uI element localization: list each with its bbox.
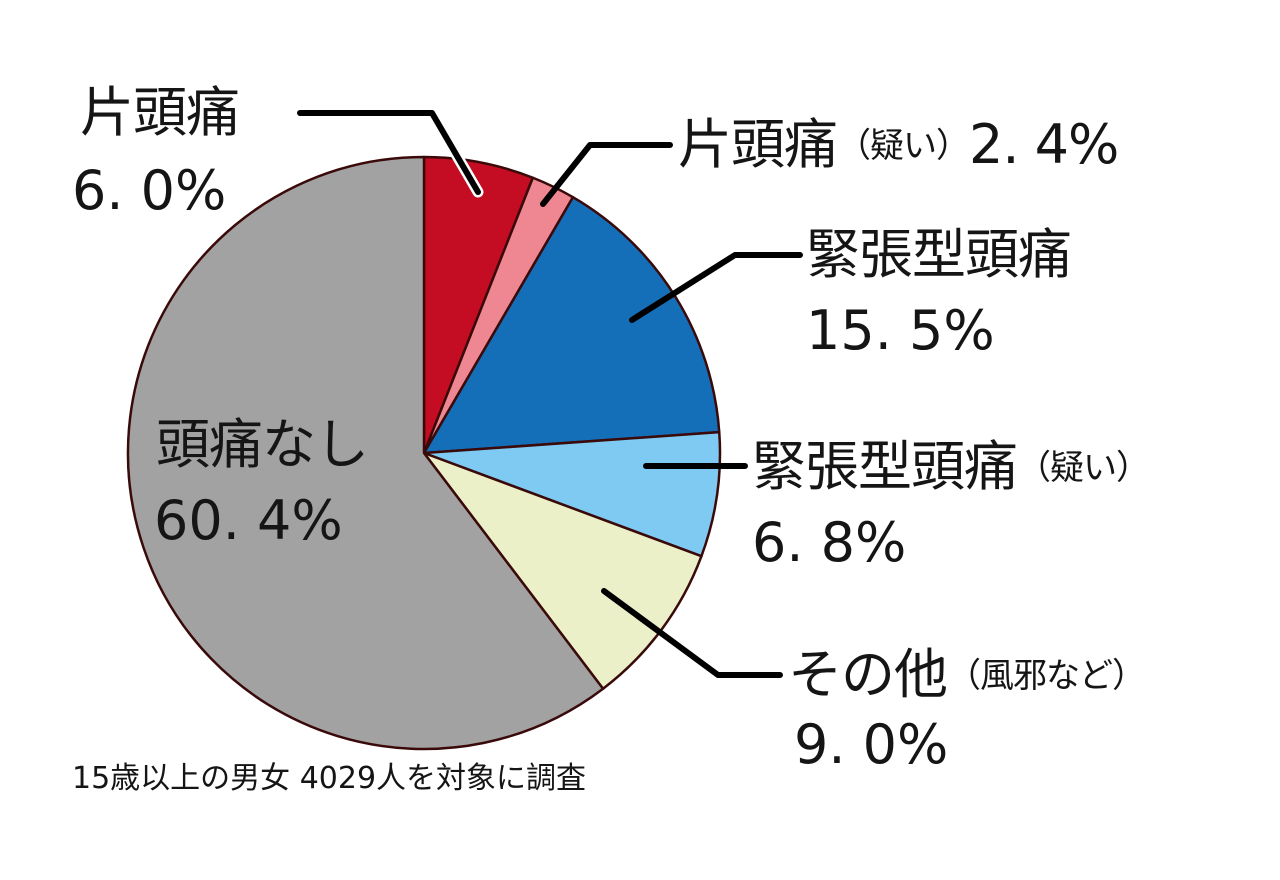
label-migraine-suspected-name: 片頭痛 — [678, 113, 838, 176]
leader-line-migraine-suspected — [540, 142, 673, 207]
label-migraine: 片頭痛 — [80, 86, 240, 140]
label-tension: 緊張型頭痛 — [806, 223, 1072, 286]
label-tension-pct: 15. 5% — [806, 299, 995, 362]
leader-line-tension — [629, 252, 803, 323]
pie-slice-5 — [126, 155, 605, 751]
label-other-name: その他 — [788, 643, 948, 706]
label-migraine-suspected: 片頭痛（疑い）2. 4% — [678, 118, 1119, 172]
pie-slice-2 — [422, 195, 721, 455]
leader-line-migraine — [297, 110, 481, 195]
label-none-pct: 60. 4% — [154, 489, 343, 552]
pie-slices — [126, 155, 722, 751]
label-other-pct: 9. 0% — [794, 713, 949, 776]
survey-footnote: 15歳以上の男女 4029人を対象に調査 — [72, 761, 587, 796]
label-other: その他（風邪など） — [788, 648, 1146, 702]
label-tension-suspected-suffix: （疑い） — [1017, 448, 1150, 488]
leader-line-other — [601, 588, 783, 678]
label-tension-suspected-name: 緊張型頭痛 — [752, 435, 1018, 498]
label-tension-suspected-pct: 6. 8% — [752, 511, 907, 574]
leader-lines — [294, 107, 803, 678]
label-none: 頭痛なし — [156, 413, 369, 476]
label-other-suffix: （風邪など） — [947, 656, 1146, 696]
label-migraine-suspected-suffix: （疑い） — [837, 126, 970, 166]
pie-slice-4 — [422, 451, 703, 690]
label-migraine-suspected-pct: 2. 4% — [969, 113, 1119, 176]
label-migraine-name: 片頭痛 — [80, 81, 240, 144]
label-migraine-pct: 6. 0% — [72, 159, 227, 222]
label-tension-suspected: 緊張型頭痛（疑い） — [752, 440, 1150, 494]
